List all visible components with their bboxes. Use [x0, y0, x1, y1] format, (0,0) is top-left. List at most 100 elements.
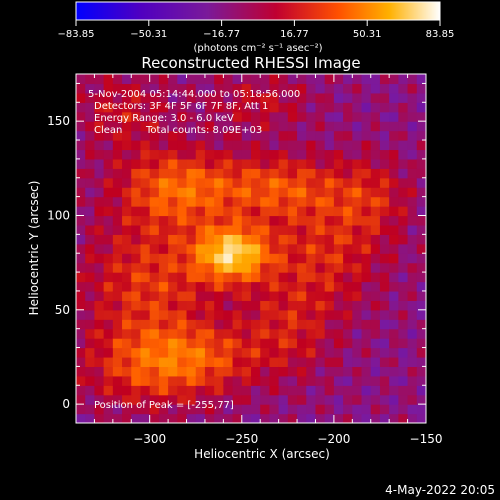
heatmap-cell [343, 366, 353, 377]
heatmap-cell [94, 121, 105, 132]
heatmap-cell [122, 121, 132, 132]
heatmap-cell [122, 319, 132, 330]
heatmap-cell [140, 319, 151, 330]
heatmap-cell [398, 404, 409, 415]
heatmap-cell [324, 187, 335, 198]
heatmap-cell [103, 102, 114, 113]
heatmap-cell [398, 196, 409, 207]
heatmap-cell [85, 375, 96, 386]
heatmap-cell [214, 187, 224, 198]
heatmap-cell [94, 111, 105, 122]
heatmap-cell [343, 74, 353, 85]
heatmap-cell [352, 187, 363, 198]
heatmap-cell [94, 413, 105, 423]
heatmap-cell [343, 215, 353, 226]
heatmap-cell [416, 290, 426, 301]
heatmap-cell [278, 319, 289, 330]
heatmap-cell [122, 158, 132, 169]
heatmap-cell [103, 281, 114, 292]
heatmap-cell [149, 394, 160, 405]
heatmap-cell [195, 187, 206, 198]
heatmap-cell [195, 234, 206, 245]
heatmap-cell [306, 300, 317, 311]
heatmap-cell [158, 243, 169, 254]
heatmap-cell [177, 404, 188, 415]
heatmap-cell [379, 177, 390, 188]
heatmap-cell [251, 121, 261, 132]
heatmap-cell [112, 328, 123, 339]
heatmap-cell [333, 262, 344, 273]
heatmap-cell [361, 130, 372, 141]
heatmap-cell [278, 215, 289, 226]
heatmap-cell [361, 234, 372, 245]
heatmap-cell [149, 253, 160, 264]
heatmap-cell [241, 300, 252, 311]
heatmap-cell [278, 149, 289, 160]
heatmap-cell [204, 92, 215, 103]
heatmap-cell [287, 234, 298, 245]
heatmap-cell [76, 130, 86, 141]
heatmap-cell [177, 102, 188, 113]
heatmap-cell [407, 300, 418, 311]
heatmap-cell [103, 111, 114, 122]
heatmap-cell [343, 262, 353, 273]
heatmap-cell [407, 102, 418, 113]
heatmap-cell [306, 102, 317, 113]
heatmap-cell [204, 375, 215, 386]
heatmap-cell [398, 394, 409, 405]
heatmap-cell [131, 300, 142, 311]
heatmap-cell [324, 347, 335, 358]
heatmap-cell [122, 168, 132, 179]
heatmap-cell [186, 187, 197, 198]
heatmap-cell [140, 253, 151, 264]
heatmap-cell [85, 328, 96, 339]
heatmap-cell [214, 215, 224, 226]
heatmap-cell [315, 140, 326, 151]
heatmap-cell [112, 149, 123, 160]
heatmap-cell [195, 111, 206, 122]
heatmap-cell [260, 281, 271, 292]
heatmap-cell [278, 385, 289, 396]
heatmap-cell [76, 149, 86, 160]
heatmap-cell [149, 413, 160, 423]
heatmap-cell [131, 206, 142, 217]
heatmap-cell [297, 234, 307, 245]
heatmap-cell [315, 413, 326, 423]
heatmap-cell [306, 206, 317, 217]
heatmap-cell [103, 309, 114, 320]
heatmap-cell [204, 158, 215, 169]
heatmap-cell [76, 375, 86, 386]
heatmap-cell [287, 206, 298, 217]
heatmap-cell [149, 130, 160, 141]
heatmap-cell [76, 385, 86, 396]
heatmap-cell [186, 347, 197, 358]
heatmap-cell [260, 224, 271, 235]
heatmap-cell [297, 281, 307, 292]
heatmap-cell [232, 92, 243, 103]
heatmap-cell [333, 140, 344, 151]
heatmap-cell [214, 102, 224, 113]
heatmap-cell [287, 74, 298, 85]
heatmap-cell [278, 168, 289, 179]
heatmap-cell [287, 243, 298, 254]
heatmap-cell [416, 356, 426, 368]
heatmap-cell [131, 234, 142, 245]
heatmap-cell [204, 404, 215, 415]
heatmap-cell [195, 328, 206, 339]
heatmap-cell [269, 140, 280, 151]
heatmap-cell [361, 158, 372, 169]
heatmap-cell [223, 92, 234, 103]
heatmap-cell [214, 347, 224, 358]
heatmap-cell [232, 338, 243, 349]
heatmap-cell [186, 83, 197, 94]
heatmap-cell [389, 206, 399, 217]
heatmap-cell [370, 206, 381, 217]
heatmap-cell [398, 168, 409, 179]
heatmap-cell [195, 224, 206, 235]
heatmap-cell [251, 206, 261, 217]
annotation-peak-position: Position of Peak = [-255,77] [94, 400, 234, 411]
heatmap-cell [407, 309, 418, 320]
heatmap-cell [324, 404, 335, 415]
heatmap-cells [76, 74, 426, 423]
heatmap-cell [407, 243, 418, 254]
